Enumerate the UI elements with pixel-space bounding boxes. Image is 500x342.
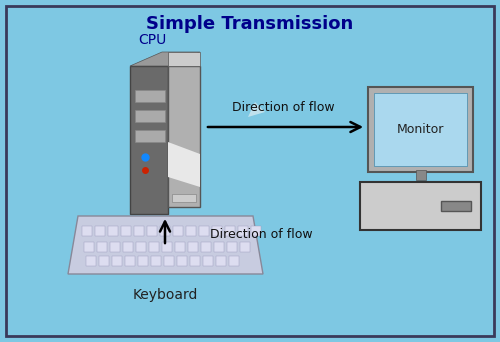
FancyBboxPatch shape [416,170,426,180]
FancyBboxPatch shape [162,242,172,252]
FancyBboxPatch shape [190,256,200,266]
FancyBboxPatch shape [151,256,161,266]
FancyBboxPatch shape [368,87,473,172]
FancyBboxPatch shape [168,66,200,207]
FancyBboxPatch shape [216,256,226,266]
Polygon shape [248,102,265,117]
FancyBboxPatch shape [136,242,146,252]
FancyBboxPatch shape [238,226,248,236]
FancyBboxPatch shape [134,226,144,236]
FancyBboxPatch shape [203,256,213,266]
Text: Direction of flow: Direction of flow [232,101,334,114]
FancyBboxPatch shape [84,242,94,252]
Text: Monitor: Monitor [397,123,444,136]
FancyBboxPatch shape [149,242,159,252]
Text: Simple Transmission: Simple Transmission [146,15,354,33]
FancyBboxPatch shape [138,256,148,266]
Polygon shape [130,52,200,66]
FancyBboxPatch shape [199,226,209,236]
FancyBboxPatch shape [177,256,187,266]
FancyBboxPatch shape [173,226,183,236]
FancyBboxPatch shape [441,201,471,211]
FancyBboxPatch shape [212,226,222,236]
FancyBboxPatch shape [108,226,118,236]
FancyBboxPatch shape [360,182,481,230]
FancyBboxPatch shape [214,242,224,252]
Text: CPU: CPU [138,33,166,47]
FancyBboxPatch shape [86,256,96,266]
FancyBboxPatch shape [229,256,239,266]
FancyBboxPatch shape [147,226,157,236]
FancyBboxPatch shape [135,110,165,122]
FancyBboxPatch shape [225,226,235,236]
FancyBboxPatch shape [188,242,198,252]
FancyBboxPatch shape [164,256,174,266]
FancyBboxPatch shape [135,130,165,142]
FancyBboxPatch shape [123,242,133,252]
Polygon shape [68,216,263,274]
FancyBboxPatch shape [125,256,135,266]
FancyBboxPatch shape [240,242,250,252]
FancyBboxPatch shape [130,66,168,214]
FancyBboxPatch shape [374,93,467,166]
FancyBboxPatch shape [97,242,107,252]
Polygon shape [168,52,200,66]
FancyBboxPatch shape [160,226,170,236]
Text: Direction of flow: Direction of flow [210,227,312,240]
FancyBboxPatch shape [186,226,196,236]
FancyBboxPatch shape [99,256,109,266]
FancyBboxPatch shape [175,242,185,252]
FancyBboxPatch shape [121,226,131,236]
FancyBboxPatch shape [112,256,122,266]
Polygon shape [168,142,200,187]
FancyBboxPatch shape [82,226,92,236]
FancyBboxPatch shape [135,90,165,102]
FancyBboxPatch shape [251,226,261,236]
FancyBboxPatch shape [6,6,494,336]
FancyBboxPatch shape [95,226,105,236]
FancyBboxPatch shape [172,194,196,202]
FancyBboxPatch shape [227,242,237,252]
Text: Keyboard: Keyboard [133,288,198,302]
FancyBboxPatch shape [201,242,211,252]
FancyBboxPatch shape [110,242,120,252]
